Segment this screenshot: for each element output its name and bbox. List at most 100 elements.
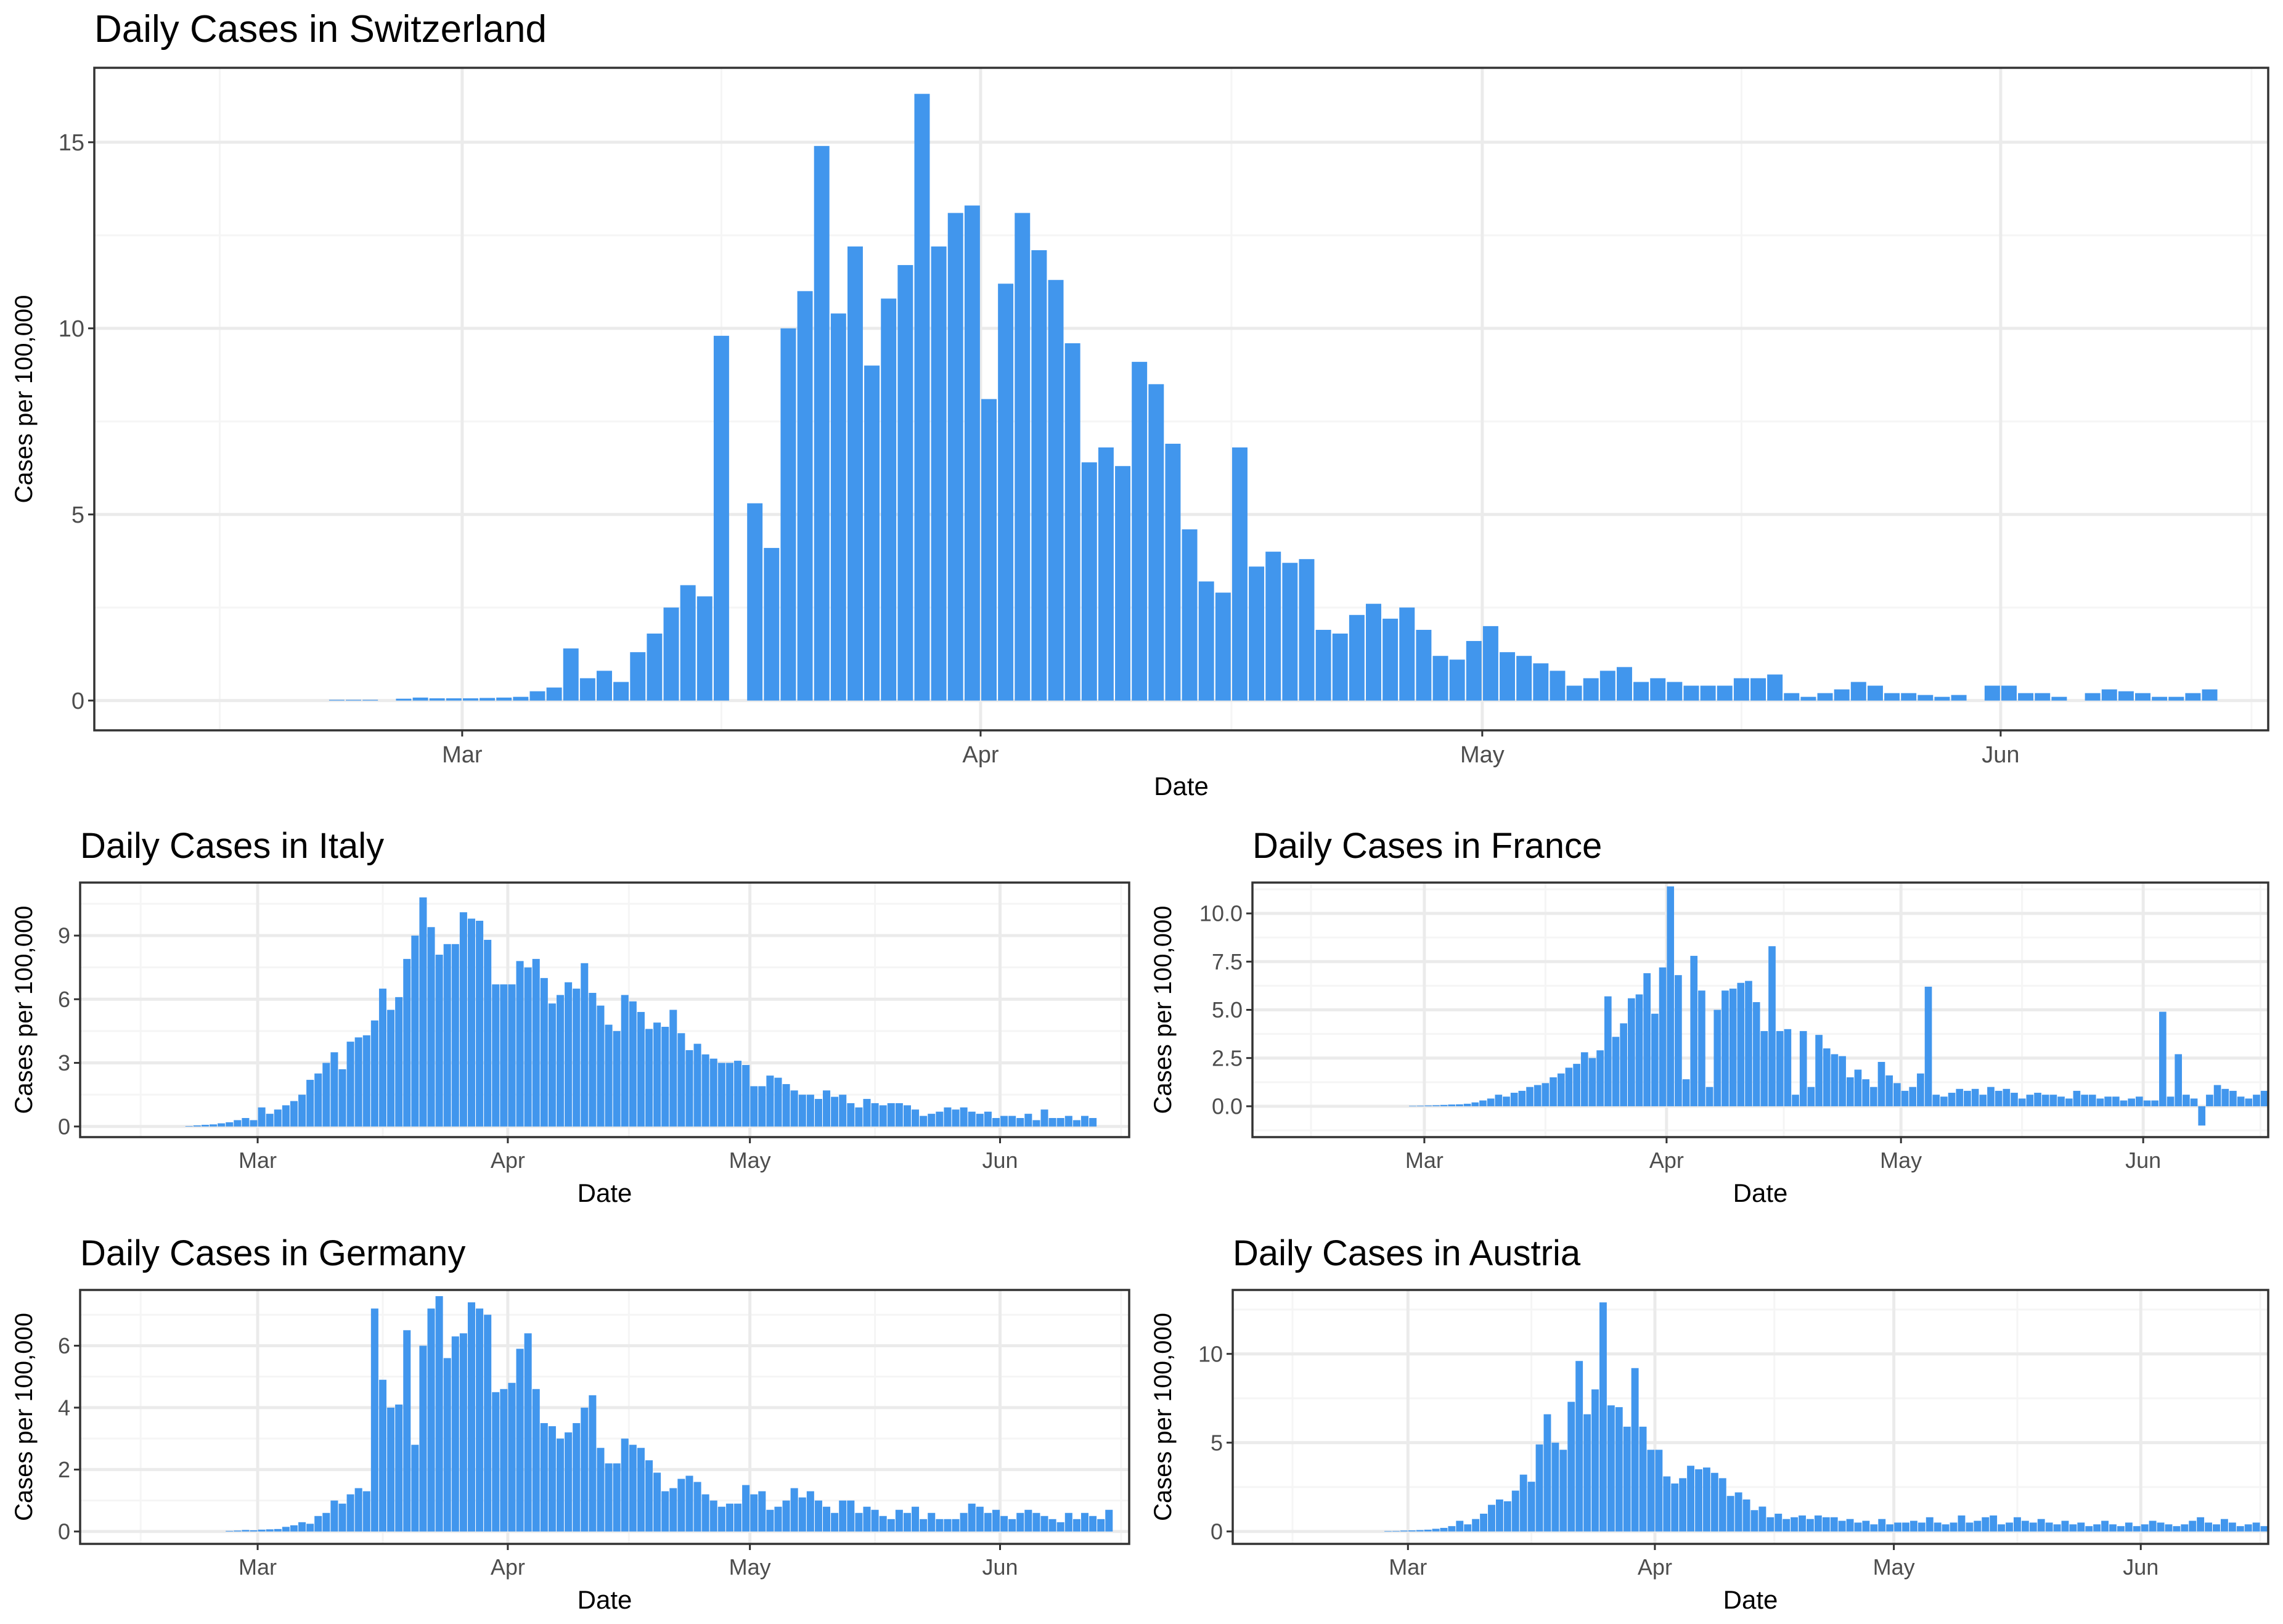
bar: [1000, 1116, 1008, 1127]
chart-germany: Mar Apr May Jun 0 2 4 6 Daily Cases in Germany Da…: [10, 1233, 1130, 1614]
bar: [669, 1488, 677, 1532]
bar: [427, 927, 435, 1127]
bar: [661, 1491, 669, 1532]
bar: [2085, 693, 2101, 701]
bars: [185, 897, 1097, 1127]
bar: [1551, 1442, 1559, 1532]
bar: [920, 1519, 928, 1532]
bar: [960, 1107, 968, 1127]
bar: [871, 1509, 879, 1532]
bar: [1080, 1512, 1089, 1532]
bar: [1081, 462, 1097, 701]
bar: [1573, 1064, 1580, 1106]
bar: [427, 1308, 435, 1532]
bar: [928, 1512, 936, 1532]
bar: [2057, 1096, 2065, 1106]
bar: [298, 1095, 306, 1127]
bar: [613, 1463, 621, 1532]
bar: [936, 1519, 944, 1532]
bar: [637, 1448, 645, 1532]
bar: [1604, 996, 1612, 1106]
x-tick-label: May: [1873, 1554, 1915, 1580]
bar: [1854, 1069, 1862, 1106]
bar: [1767, 674, 1783, 701]
bar: [2205, 1522, 2213, 1532]
bar: [1776, 1030, 1784, 1106]
bar: [1510, 1093, 1518, 1106]
bar: [322, 1063, 330, 1127]
plot-panel: [80, 883, 1129, 1137]
bar: [1667, 682, 1683, 701]
plot-panel: [80, 1290, 1129, 1544]
bar: [565, 982, 573, 1127]
bar: [725, 1503, 733, 1532]
bar: [1901, 693, 1917, 701]
bar: [2206, 1095, 2213, 1106]
y-tick-label: 10: [59, 316, 84, 342]
bar: [613, 1030, 621, 1127]
bar: [1909, 1520, 1917, 1532]
plot-panel: [94, 68, 2268, 730]
bar: [2253, 1095, 2260, 1106]
bar: [1655, 1450, 1663, 1532]
bar: [1663, 1476, 1671, 1532]
bar: [1466, 641, 1482, 701]
bar: [1682, 1079, 1690, 1106]
bar: [976, 1506, 984, 1532]
bar: [266, 1114, 274, 1127]
bar: [573, 1423, 581, 1532]
bar: [806, 1095, 814, 1127]
bar: [766, 1509, 774, 1532]
bar: [1416, 1530, 1424, 1532]
x-tick-label: May: [729, 1554, 771, 1580]
x-tick-label: Jun: [2123, 1554, 2158, 1580]
bar: [831, 1512, 839, 1532]
bar: [1607, 1405, 1615, 1532]
bar: [1831, 1054, 1839, 1106]
y-axis-label: Cases per 100,000: [10, 905, 38, 1114]
x-tick-label: May: [1880, 1148, 1922, 1173]
bar: [653, 1472, 661, 1532]
bar: [790, 1488, 798, 1532]
bar: [1990, 1515, 1998, 1532]
bar: [492, 984, 500, 1127]
bar: [2081, 1095, 2088, 1106]
bar: [734, 1061, 742, 1127]
bar: [1416, 629, 1432, 701]
bar: [1032, 1512, 1040, 1532]
bar: [960, 1512, 968, 1532]
bar: [839, 1095, 847, 1127]
bar: [2151, 1100, 2159, 1106]
bar: [1503, 1501, 1511, 1532]
panel-border: [79, 1289, 1130, 1545]
bar: [750, 1086, 758, 1127]
bar: [964, 205, 980, 701]
bar: [766, 1075, 774, 1127]
bar: [992, 1118, 1000, 1127]
bar: [330, 1052, 338, 1127]
y-tick-label: 4: [58, 1395, 70, 1421]
bar: [1846, 1519, 1854, 1532]
bar: [1132, 362, 1148, 701]
bar: [395, 1404, 403, 1532]
bar: [1792, 1095, 1799, 1106]
bar: [2168, 696, 2184, 701]
bar: [451, 1336, 459, 1532]
bar: [1008, 1116, 1016, 1127]
y-axis-label: Cases per 100,000: [1150, 905, 1177, 1114]
bar: [282, 1105, 290, 1127]
bar: [2018, 1098, 2026, 1106]
bar: [1464, 1524, 1472, 1532]
bar: [814, 1500, 822, 1532]
bar: [1667, 886, 1675, 1106]
bar: [1567, 1402, 1575, 1532]
bar: [1048, 1519, 1056, 1532]
bar: [1998, 1524, 2006, 1532]
bar: [532, 958, 540, 1127]
bar: [864, 365, 880, 701]
bar: [1000, 1516, 1008, 1532]
bar: [2001, 685, 2017, 701]
bar: [242, 1118, 250, 1127]
bar: [693, 1043, 701, 1127]
bar: [968, 1111, 976, 1127]
